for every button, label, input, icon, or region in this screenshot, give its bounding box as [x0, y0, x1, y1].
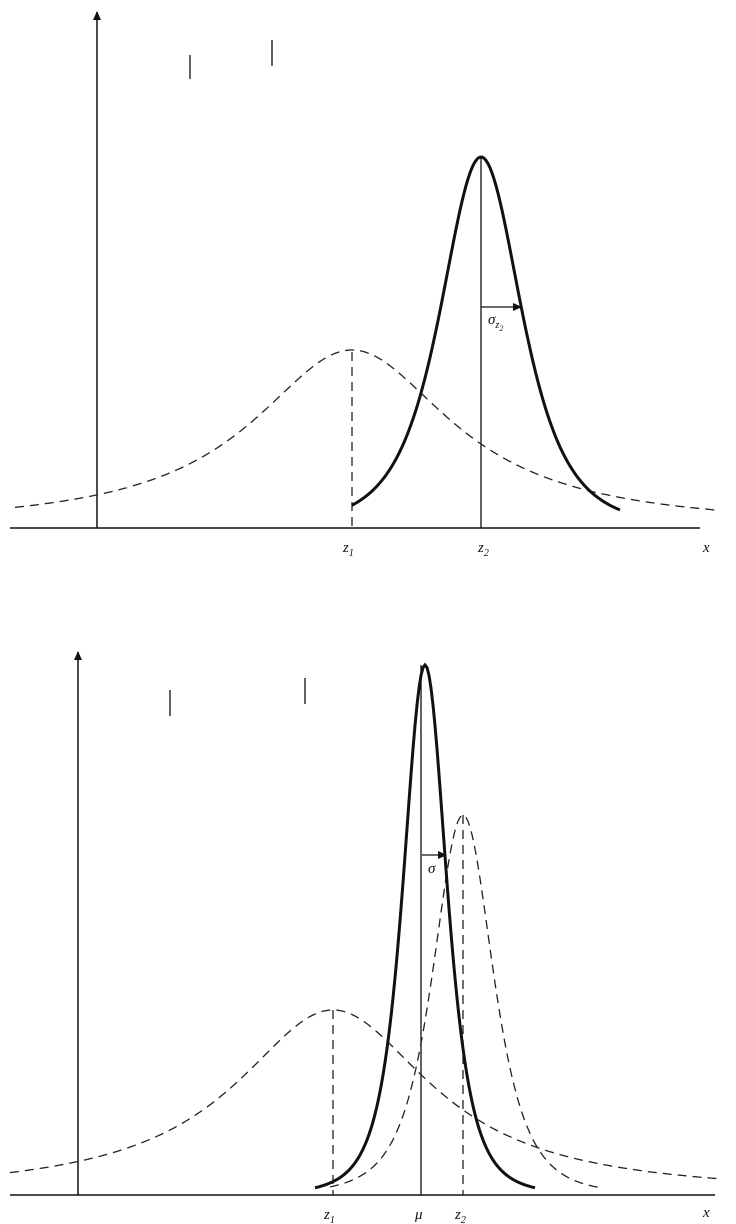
- symbol: μ: [414, 1207, 423, 1223]
- point-label: z2: [454, 1207, 466, 1224]
- subscript: 1: [349, 548, 354, 559]
- point-label: z1: [323, 1207, 335, 1224]
- point-label: z2: [477, 540, 489, 559]
- point-label: z1: [342, 540, 354, 559]
- symbol: z: [454, 1207, 461, 1223]
- wide-curve: [14, 349, 720, 511]
- subscript: 2: [461, 1215, 466, 1224]
- subscript: 1: [330, 1215, 335, 1224]
- subscript: z: [494, 320, 499, 331]
- subscript: 2: [484, 548, 489, 559]
- spread-label: σz2: [488, 312, 503, 333]
- figure-2: x z1 μ z2 σ: [9, 651, 721, 1224]
- symbol: z: [477, 540, 484, 556]
- point-label: μ: [414, 1207, 423, 1223]
- figure-1: x z1 z2 σz2: [10, 11, 720, 559]
- axis-label: x: [702, 540, 710, 556]
- axis-label: x: [702, 1205, 710, 1221]
- symbol: σ: [488, 312, 496, 328]
- subscript: 2: [499, 324, 503, 333]
- spread-label: σ: [428, 861, 436, 877]
- narrow-curve: [351, 155, 621, 512]
- symbol: z: [323, 1207, 330, 1223]
- wide-curve: [9, 1009, 721, 1180]
- symbol: z: [342, 540, 349, 556]
- narrow-curve: [314, 662, 536, 1190]
- shifted-curve: [329, 814, 601, 1189]
